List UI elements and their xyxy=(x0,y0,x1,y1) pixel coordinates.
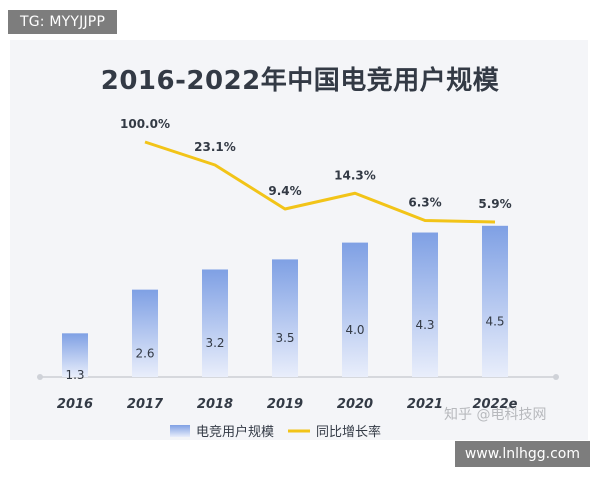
x-tick-label: 2019 xyxy=(267,397,303,412)
bar-value-label: 2.6 xyxy=(135,346,154,360)
growth-rate-label: 100.0% xyxy=(120,117,170,131)
legend-bar-label: 电竞用户规模 xyxy=(196,424,274,440)
legend-line-label: 同比增长率 xyxy=(316,424,381,440)
bar-2022e xyxy=(482,225,508,377)
growth-rate-line xyxy=(144,140,496,224)
growth-rate-label: 5.9% xyxy=(478,197,511,211)
growth-rate-label: 14.3% xyxy=(334,168,376,182)
bar-2020 xyxy=(342,242,368,377)
growth-rate-label: 9.4% xyxy=(268,184,301,198)
x-tick-label: 2020 xyxy=(337,397,373,412)
bar-value-label: 1.3 xyxy=(65,368,84,382)
x-tick-label: 2016 xyxy=(57,397,93,412)
footer-site-badge: www.lnlhgg.com xyxy=(454,441,590,467)
chart-title: 2016-2022年中国电竞用户规模 xyxy=(100,66,500,96)
axis-end-dot-right xyxy=(553,374,559,380)
axis-end-dot-left xyxy=(37,374,43,380)
watermark: 知乎 @电科技网 xyxy=(444,407,547,423)
bar-2018 xyxy=(202,269,228,377)
x-tick-label: 2018 xyxy=(197,397,233,412)
growth-rate-label: 6.3% xyxy=(408,196,441,210)
bar-2021 xyxy=(412,232,438,377)
bar-2019 xyxy=(272,259,298,377)
bar-value-label: 3.2 xyxy=(205,336,224,350)
bar-2016 xyxy=(62,333,88,377)
bar-2017 xyxy=(132,289,158,377)
legend: 电竞用户规模 同比增长率 xyxy=(170,424,381,440)
x-tick-label: 2017 xyxy=(127,397,164,412)
bar-value-label: 3.5 xyxy=(275,331,294,345)
x-tick-label: 2022e xyxy=(473,397,518,412)
x-tick-label: 2021 xyxy=(407,397,443,412)
bar-value-label: 4.3 xyxy=(415,318,434,332)
legend-bar-swatch xyxy=(170,425,190,437)
growth-rate-label: 23.1% xyxy=(194,140,236,154)
header-tag: TG: MYYJJPP xyxy=(8,10,118,34)
bar-value-label: 4.5 xyxy=(485,314,504,328)
bar-value-label: 4.0 xyxy=(345,323,364,337)
